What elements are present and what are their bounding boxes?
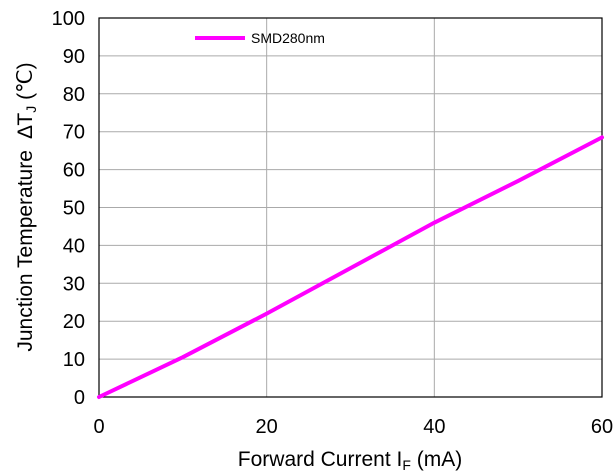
y-tick-label: 60 — [63, 160, 85, 182]
y-tick-label: 40 — [63, 235, 85, 257]
x-axis-label: Forward Current IF (mA) — [238, 448, 462, 471]
x-tick-labels: 0 20 40 60 — [93, 416, 613, 438]
legend-label: SMD280nm — [251, 30, 325, 46]
x-tick-label: 0 — [93, 416, 104, 438]
y-axis-label: Junction Temperature ∆TJ (℃) — [14, 62, 39, 351]
series-lines — [97, 135, 604, 399]
plot-frame — [98, 17, 603, 398]
y-tick-label: 0 — [74, 387, 85, 409]
y-tick-labels: 0 10 20 30 40 50 60 70 80 90 100 — [52, 8, 85, 409]
y-tick-label: 30 — [63, 273, 85, 295]
y-tick-label: 90 — [63, 46, 85, 68]
series-line — [97, 135, 604, 399]
y-tick-label: 20 — [63, 311, 85, 333]
legend: SMD280nm — [195, 30, 325, 46]
y-tick-label: 80 — [63, 84, 85, 106]
y-tick-label: 100 — [52, 8, 85, 30]
grid — [99, 18, 602, 397]
y-tick-label: 10 — [63, 349, 85, 371]
x-tick-label: 20 — [256, 416, 278, 438]
y-tick-label: 70 — [63, 122, 85, 144]
y-tick-label: 50 — [63, 198, 85, 220]
x-tick-label: 60 — [591, 416, 613, 438]
x-tick-label: 40 — [423, 416, 445, 438]
